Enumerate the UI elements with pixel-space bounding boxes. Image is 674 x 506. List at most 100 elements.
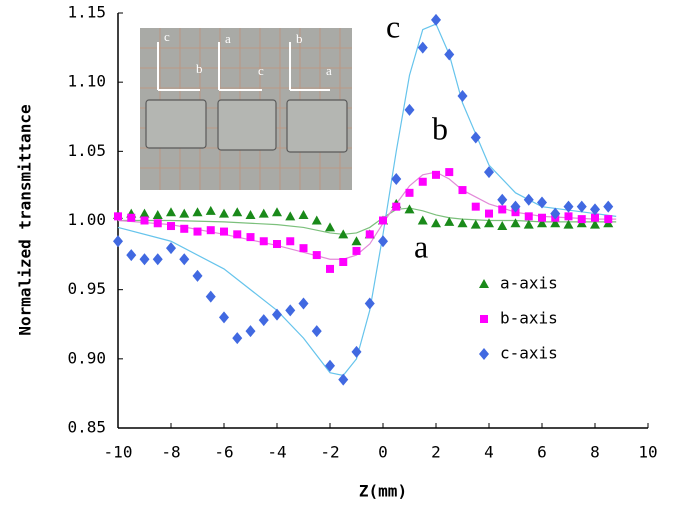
x-tick-label: -4 bbox=[267, 443, 286, 462]
marker-square bbox=[498, 205, 507, 214]
marker-triangle bbox=[219, 208, 229, 218]
marker-diamond bbox=[550, 207, 561, 220]
fit-curve bbox=[117, 23, 617, 377]
marker-diamond bbox=[523, 193, 534, 206]
marker-square bbox=[206, 226, 215, 235]
marker-diamond bbox=[338, 373, 349, 386]
marker-diamond bbox=[285, 304, 296, 317]
marker-triangle bbox=[285, 211, 296, 221]
inset-label: a bbox=[225, 31, 231, 46]
marker-diamond bbox=[179, 253, 190, 266]
legend-marker bbox=[479, 279, 489, 288]
y-tick-label: 1.00 bbox=[67, 210, 106, 229]
marker-triangle bbox=[431, 218, 441, 228]
marker-square bbox=[365, 230, 374, 239]
marker-triangle bbox=[590, 219, 600, 229]
marker-square bbox=[140, 216, 149, 225]
marker-square bbox=[577, 215, 586, 224]
x-tick-label: 6 bbox=[537, 443, 547, 462]
marker-diamond bbox=[325, 359, 335, 372]
inset-label: a bbox=[326, 63, 332, 78]
marker-diamond bbox=[126, 249, 137, 262]
marker-triangle bbox=[205, 205, 216, 215]
marker-diamond bbox=[563, 200, 574, 213]
marker-triangle bbox=[484, 218, 494, 228]
marker-square bbox=[114, 212, 122, 221]
marker-diamond bbox=[470, 131, 481, 144]
annotation: b bbox=[432, 110, 448, 146]
inset-label: b bbox=[296, 31, 303, 46]
marker-triangle bbox=[550, 218, 561, 228]
x-tick-label: -6 bbox=[214, 443, 233, 462]
marker-diamond bbox=[457, 90, 468, 102]
x-tick-label: 0 bbox=[378, 443, 388, 462]
marker-diamond bbox=[431, 13, 441, 26]
marker-square bbox=[153, 219, 162, 228]
legend-marker bbox=[480, 315, 488, 323]
x-tick-label: 2 bbox=[431, 443, 441, 462]
marker-diamond bbox=[139, 253, 150, 266]
marker-diamond bbox=[391, 173, 402, 185]
marker-triangle bbox=[470, 219, 481, 229]
marker-square bbox=[220, 227, 228, 236]
marker-diamond bbox=[590, 203, 600, 216]
inset-label: c bbox=[164, 29, 170, 44]
marker-diamond bbox=[245, 325, 256, 338]
marker-square bbox=[432, 170, 440, 179]
x-tick-label: -10 bbox=[104, 443, 133, 462]
marker-diamond bbox=[484, 166, 494, 179]
inset-label: c bbox=[258, 63, 264, 78]
marker-square bbox=[259, 237, 268, 246]
marker-square bbox=[246, 233, 255, 242]
marker-triangle bbox=[417, 215, 428, 225]
marker-square bbox=[352, 246, 361, 255]
marker-diamond bbox=[404, 103, 415, 116]
y-tick-label: 1.10 bbox=[67, 72, 106, 91]
marker-diamond bbox=[497, 193, 508, 206]
marker-diamond bbox=[232, 332, 243, 345]
y-axis-label: Normalized transmittance bbox=[16, 104, 35, 335]
marker-square bbox=[524, 212, 533, 221]
marker-triangle bbox=[258, 208, 269, 218]
annotation: c bbox=[386, 8, 400, 44]
marker-diamond bbox=[510, 200, 521, 213]
x-axis-label: Z(mm) bbox=[359, 482, 407, 501]
y-tick-label: 0.90 bbox=[67, 348, 106, 367]
marker-diamond bbox=[351, 345, 362, 358]
marker-square bbox=[379, 216, 387, 225]
marker-square bbox=[485, 209, 493, 218]
marker-square bbox=[299, 244, 308, 253]
marker-diamond bbox=[152, 253, 163, 266]
marker-square bbox=[418, 177, 427, 186]
marker-triangle bbox=[192, 207, 203, 217]
marker-triangle bbox=[537, 218, 547, 228]
marker-diamond bbox=[258, 314, 269, 327]
marker-square bbox=[193, 227, 202, 236]
x-tick-label: 4 bbox=[484, 443, 494, 462]
marker-triangle bbox=[166, 207, 176, 217]
marker-square bbox=[339, 258, 348, 266]
marker-diamond bbox=[166, 242, 176, 255]
marker-diamond bbox=[272, 308, 282, 321]
marker-square bbox=[604, 215, 613, 224]
marker-square bbox=[233, 230, 242, 239]
marker-triangle bbox=[311, 215, 322, 225]
inset-photo: c b a c b a bbox=[140, 28, 352, 190]
marker-diamond bbox=[444, 48, 455, 61]
inset-crystals bbox=[145, 99, 348, 153]
marker-diamond bbox=[219, 311, 229, 324]
marker-square bbox=[405, 188, 414, 197]
y-tick-label: 0.95 bbox=[67, 279, 106, 298]
marker-square bbox=[167, 222, 175, 231]
x-tick-label: 10 bbox=[638, 443, 657, 462]
annotation: a bbox=[414, 228, 428, 264]
marker-diamond bbox=[417, 41, 428, 54]
y-tick-label: 0.85 bbox=[67, 418, 106, 437]
marker-triangle bbox=[351, 236, 362, 246]
marker-square bbox=[127, 213, 136, 222]
marker-square bbox=[180, 224, 189, 233]
marker-triangle bbox=[139, 208, 150, 218]
legend-label: c-axis bbox=[500, 344, 558, 363]
marker-triangle bbox=[510, 218, 521, 228]
